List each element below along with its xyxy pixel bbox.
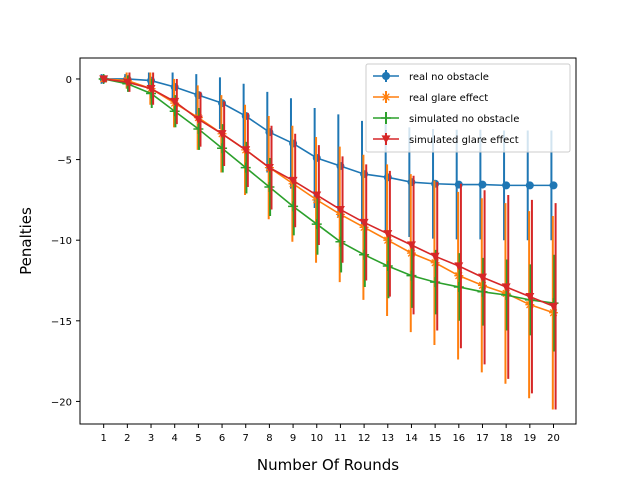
legend-item: simulated glare effect [373, 133, 519, 146]
data-point [99, 75, 109, 84]
legend-box [365, 63, 571, 153]
x-tick-label: 6 [219, 433, 225, 444]
data-point [311, 219, 322, 230]
legend-item: real no obstacle [373, 70, 489, 83]
x-tick-label: 10 [310, 433, 323, 444]
x-tick-label: 1 [100, 433, 106, 444]
legend-item: simulated no obstacle [373, 112, 519, 125]
data-point [406, 270, 417, 281]
data-point [430, 252, 440, 261]
x-tick-label: 11 [334, 433, 347, 444]
data-point [217, 130, 227, 139]
data-point [525, 181, 534, 190]
x-tick-label: 16 [452, 433, 465, 444]
y-tick-label: 0 [66, 75, 72, 86]
series-line [103, 78, 554, 314]
data-point [217, 143, 228, 154]
data-point [264, 181, 275, 192]
data-point [288, 176, 298, 186]
data-point [502, 181, 511, 190]
data-point [170, 97, 180, 107]
legend-marker [382, 72, 390, 80]
legend-label: real glare effect [409, 93, 488, 104]
data-point [525, 293, 535, 302]
data-point [359, 218, 369, 227]
data-point [477, 273, 487, 282]
x-tick-label: 17 [476, 433, 489, 444]
y-tick-label: −10 [51, 236, 72, 247]
series-layer [98, 72, 559, 410]
data-point [430, 277, 441, 288]
y-tick-label: −5 [57, 156, 72, 167]
x-axis: 1 2 3 4 5 6 7 8 9 10 11 12 13 14 15 16 17 18 19 20 [100, 424, 560, 444]
data-point [501, 290, 512, 301]
data-point [312, 191, 322, 200]
series-line [103, 78, 554, 304]
x-tick-label: 7 [243, 433, 249, 444]
data-point [193, 123, 204, 134]
y-tick-label: −20 [51, 397, 72, 408]
data-point [240, 162, 251, 173]
x-axis-title: Number Of Rounds [257, 456, 399, 474]
data-point [335, 205, 345, 215]
data-point [146, 85, 156, 94]
legend-marker [381, 92, 391, 102]
x-tick-label: 4 [172, 433, 178, 444]
x-tick-label: 13 [381, 433, 394, 444]
x-tick-label: 9 [290, 433, 296, 444]
data-point [288, 201, 299, 212]
data-point [549, 302, 559, 311]
legend-marker [381, 113, 391, 123]
data-point [454, 262, 464, 271]
plot-frame [79, 57, 577, 425]
legend-label: real no obstacle [409, 72, 489, 83]
legend-label: simulated glare effect [409, 135, 519, 146]
x-tick-label: 19 [523, 433, 536, 444]
series-simulated-glare-effect [99, 72, 559, 410]
data-point [453, 281, 464, 292]
x-tick-label: 2 [124, 433, 130, 444]
x-tick-label: 14 [405, 433, 418, 444]
data-point [169, 106, 180, 117]
x-tick-label: 3 [148, 433, 154, 444]
data-point [478, 180, 487, 189]
series-line [103, 78, 554, 308]
y-axis: 0 −5 −10 −15 −20 [51, 75, 80, 408]
y-tick-label: −15 [51, 317, 72, 328]
data-point [193, 115, 203, 124]
data-point [477, 286, 488, 297]
x-tick-label: 8 [266, 433, 272, 444]
data-point [122, 78, 132, 87]
x-tick-label: 20 [547, 433, 560, 444]
x-tick-label: 5 [195, 433, 201, 444]
legend: real no obstacle real glare effect simulat… [365, 63, 571, 153]
y-axis-title: Penalties [17, 207, 35, 275]
legend-label: simulated no obstacle [409, 114, 519, 125]
data-point [383, 230, 393, 239]
x-tick-label: 18 [500, 433, 513, 444]
data-point [241, 146, 251, 155]
legend-item: real glare effect [373, 91, 488, 104]
data-point [382, 260, 393, 271]
data-point [406, 241, 416, 250]
data-point [501, 283, 511, 292]
legend-marker [381, 135, 391, 144]
data-point [359, 249, 370, 260]
series-real-glare-effect [99, 72, 559, 410]
data-point [264, 164, 274, 173]
x-tick-label: 12 [358, 433, 371, 444]
data-point [549, 181, 558, 190]
data-point [335, 236, 346, 247]
x-tick-label: 15 [429, 433, 442, 444]
